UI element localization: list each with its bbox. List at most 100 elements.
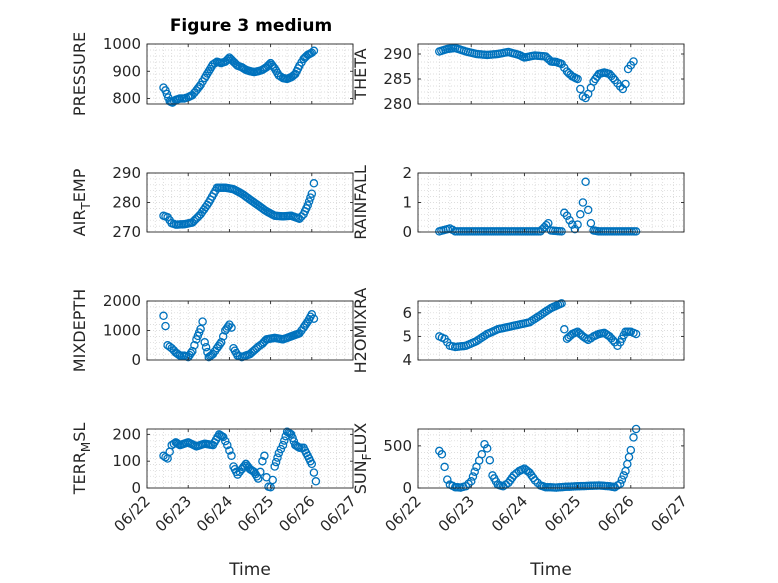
data-point bbox=[200, 338, 209, 347]
data-point bbox=[615, 479, 625, 489]
data-point bbox=[573, 220, 582, 229]
data-point bbox=[309, 179, 319, 188]
data-point bbox=[536, 310, 545, 320]
data-point bbox=[260, 451, 269, 461]
data-point bbox=[285, 429, 295, 438]
data-point bbox=[562, 211, 572, 221]
data-point bbox=[227, 323, 236, 332]
y-axis-label: PRESSURE bbox=[70, 32, 89, 116]
data-point bbox=[480, 439, 489, 449]
y-tick-label: 0 bbox=[131, 479, 141, 497]
data-point bbox=[295, 214, 304, 223]
data-point bbox=[586, 218, 596, 228]
data-point bbox=[307, 189, 317, 198]
data-point bbox=[268, 475, 277, 485]
data-point bbox=[629, 433, 638, 442]
data-point bbox=[443, 475, 452, 484]
y-tick-label: 900 bbox=[112, 62, 141, 80]
data-point bbox=[621, 79, 630, 89]
y-axis-label: H2OMIXRA bbox=[351, 288, 370, 374]
data-point bbox=[527, 316, 537, 326]
subplot-h2omixra: 4 5 6 H2OMIXRA bbox=[351, 288, 685, 374]
subplot-mixdepth: 0 1000 2000 MIXDEPTH bbox=[70, 289, 354, 372]
y-tick-label: 0 bbox=[131, 351, 141, 369]
y-tick-label: 0 bbox=[402, 223, 412, 241]
data-point bbox=[573, 74, 582, 84]
y-tick-label: 290 bbox=[112, 164, 141, 182]
axes-box bbox=[146, 428, 354, 489]
data-point bbox=[485, 455, 495, 465]
subplot-air-temp: 270 280 290 AIRTEMP bbox=[70, 164, 354, 241]
data-point bbox=[474, 335, 483, 344]
data-point bbox=[617, 475, 627, 484]
data-point bbox=[530, 476, 540, 485]
y-tick-label: 285 bbox=[383, 70, 412, 88]
y-tick-label: 270 bbox=[112, 223, 141, 241]
data-point bbox=[270, 462, 279, 471]
data-point bbox=[307, 48, 317, 57]
subplot-pressure: 800 900 1000 PRESSURE bbox=[70, 32, 354, 116]
data-point bbox=[466, 477, 476, 486]
data-point bbox=[468, 472, 478, 481]
data-point bbox=[253, 342, 263, 351]
data-point bbox=[188, 346, 197, 356]
data-point bbox=[629, 57, 638, 66]
y-tick-label: 290 bbox=[383, 45, 412, 63]
data-point bbox=[169, 439, 179, 449]
y-tick-label: 200 bbox=[112, 425, 141, 443]
y-tick-label: 2000 bbox=[103, 292, 141, 310]
data-point bbox=[311, 477, 321, 486]
data-point bbox=[509, 471, 519, 480]
data-point bbox=[256, 467, 265, 477]
y-axis-label: RAINFALL bbox=[351, 165, 370, 240]
data-point bbox=[190, 341, 199, 350]
data-point bbox=[307, 459, 317, 469]
data-point bbox=[218, 432, 228, 442]
data-point bbox=[288, 71, 297, 81]
x-axis-label: Time bbox=[228, 560, 271, 580]
data-point bbox=[619, 471, 628, 480]
data-point bbox=[304, 197, 314, 206]
data-point bbox=[174, 439, 183, 449]
y-axis-label: SUNFLUX bbox=[351, 423, 374, 495]
x-axis-label: Time bbox=[529, 560, 572, 580]
data-point bbox=[480, 331, 490, 340]
data-point bbox=[309, 468, 319, 477]
subplot-rainfall: 0 1 2 RAINFALL bbox=[351, 164, 685, 241]
data-point bbox=[293, 442, 303, 452]
data-point bbox=[631, 227, 641, 236]
data-point bbox=[225, 446, 234, 455]
data-point bbox=[159, 311, 168, 321]
y-tick-label: 0 bbox=[402, 479, 412, 497]
data-point bbox=[203, 69, 212, 78]
data-point bbox=[307, 310, 317, 319]
data-point bbox=[288, 433, 297, 443]
data-point bbox=[223, 440, 232, 450]
data-point bbox=[309, 46, 319, 56]
y-tick-label: 4 bbox=[402, 351, 412, 369]
data-point bbox=[578, 198, 588, 207]
data-point bbox=[565, 215, 574, 225]
data-point bbox=[478, 332, 488, 342]
axes-box bbox=[417, 43, 685, 105]
data-point bbox=[631, 329, 641, 339]
data-point bbox=[583, 205, 593, 215]
data-point bbox=[216, 338, 226, 347]
data-point bbox=[196, 324, 205, 334]
data-point bbox=[570, 224, 580, 234]
data-point bbox=[472, 336, 481, 346]
data-point bbox=[280, 436, 289, 445]
y-tick-label: 800 bbox=[112, 90, 141, 108]
data-point bbox=[164, 93, 173, 102]
y-tick-label: 5 bbox=[402, 327, 412, 345]
data-point bbox=[221, 436, 230, 446]
data-point bbox=[615, 82, 625, 91]
data-point bbox=[618, 84, 628, 94]
data-point bbox=[264, 60, 274, 69]
data-point bbox=[470, 467, 479, 476]
data-point bbox=[482, 444, 492, 453]
data-point bbox=[227, 451, 236, 461]
data-point bbox=[249, 467, 259, 477]
data-point bbox=[531, 313, 541, 323]
